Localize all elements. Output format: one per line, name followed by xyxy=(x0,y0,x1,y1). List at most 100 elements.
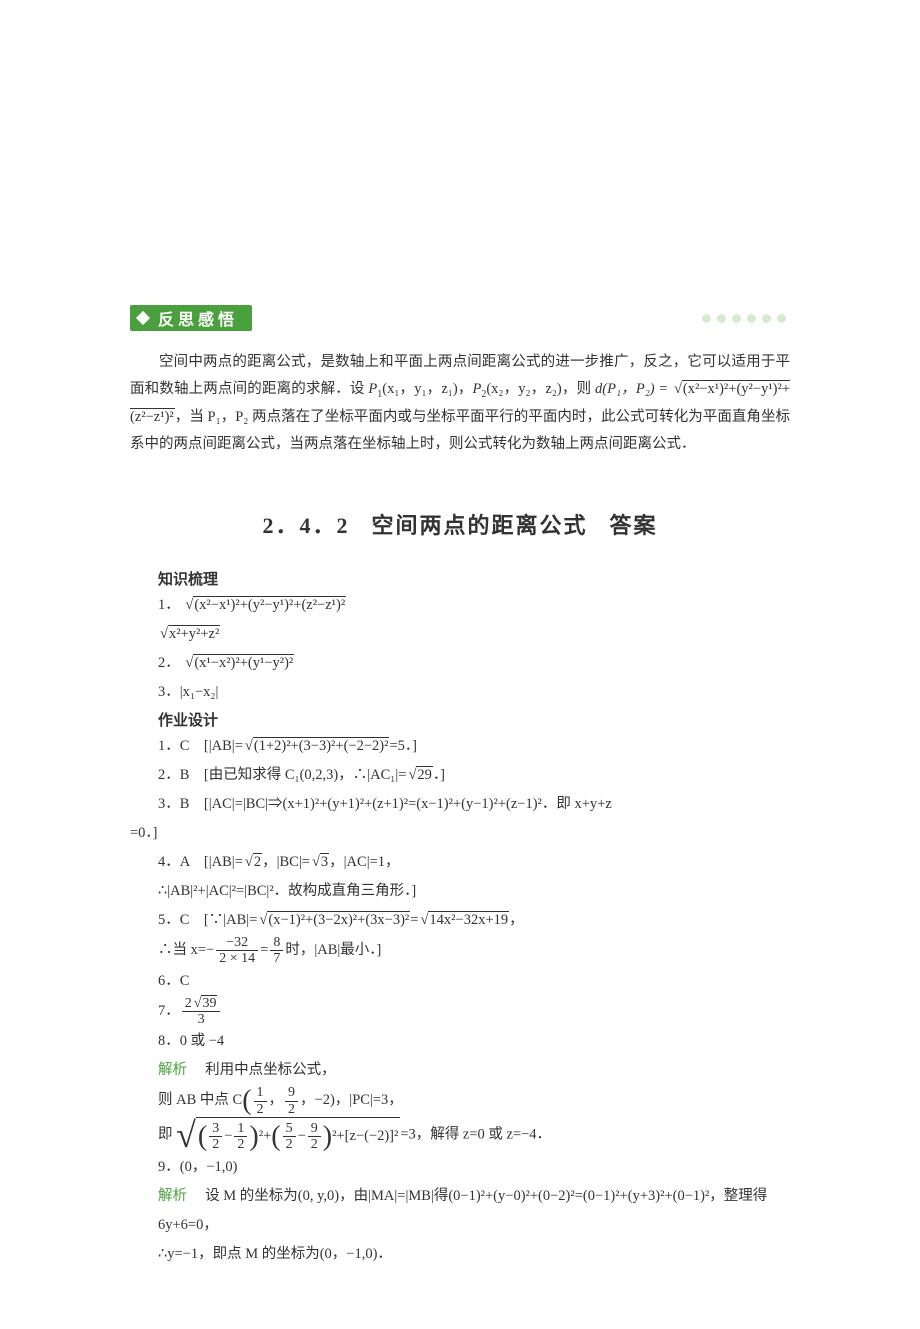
answers-title-block: 2．4．2 空间两点的距离公式 答案 xyxy=(130,508,790,540)
title-text: 空间两点的距离公式 xyxy=(371,513,587,538)
ans-4-l2: ∴|AB|²+|AC|²=|BC|²．故构成直角三角形．] xyxy=(158,877,790,906)
text-run: 3．B [|AC|=|BC|⇒(x+1)²+(y+1)²+(z+1)²=(x−1… xyxy=(158,796,612,812)
text-run: (x₁，y₁，z₁)， xyxy=(382,381,472,397)
frac-den: 2 xyxy=(285,1102,298,1117)
sqrt-expr: 29 xyxy=(406,767,432,783)
sqrt-body: 29 xyxy=(416,766,433,783)
dot-icon xyxy=(717,314,726,323)
sqrt-body: (x²−x¹)²+(y²−y¹)²+(z²−z¹)² xyxy=(193,596,346,613)
lparen: ( xyxy=(198,1123,207,1151)
ans-5-l1: 5．C [∵|AB|=(x−1)²+(3−2x)²+(3x−3)²=14x²−3… xyxy=(158,906,790,935)
text-run: ∴当 x=− xyxy=(158,942,214,958)
text-run: ， xyxy=(509,912,524,928)
radicand: (32−12)²+(52−92)²+[z−(−2)]² xyxy=(196,1117,400,1153)
text-run: 即 xyxy=(158,1127,173,1143)
sqrt-body: 39 xyxy=(201,995,217,1011)
dot-icon xyxy=(762,314,771,323)
frac-num: 9 xyxy=(308,1121,321,1137)
lparen: ( xyxy=(242,1085,251,1116)
sqrt-expr: (x−1)²+(3−2x)²+(3x−3)² xyxy=(257,912,410,928)
ans-3-l2: =0．] xyxy=(130,819,790,848)
frac-num: −32 xyxy=(216,935,258,951)
sqrt-body: 3 xyxy=(320,853,329,870)
banner-dots xyxy=(266,314,790,322)
fraction: −322 × 14 xyxy=(214,935,260,967)
rparen: ) xyxy=(249,1123,258,1151)
ans-6: 6．C xyxy=(158,967,790,996)
frac-den: 2 × 14 xyxy=(216,951,258,966)
sqrt-body: x²+y²+z² xyxy=(168,625,220,642)
frac-num: 9 xyxy=(285,1085,298,1101)
frac-den: 7 xyxy=(270,951,283,966)
text-run: ．] xyxy=(433,767,445,783)
ans-5-l2: ∴当 x=−−322 × 14=87时，|AB|最小．] xyxy=(158,935,790,967)
sqrt-body: (x¹−x²)²+(y¹−y²)² xyxy=(193,654,294,671)
fraction: 32 xyxy=(207,1121,224,1153)
dot-icon xyxy=(747,314,756,323)
sqrt-body: (x−1)²+(3−2x)²+(3x−3)² xyxy=(267,911,410,928)
rparen: ) xyxy=(323,1123,332,1151)
frac-num: 1 xyxy=(234,1121,247,1137)
text-run: 1．C [|AB|= xyxy=(158,738,243,754)
ans-1: 1．C [|AB|= (1+2)²+(3−3)²+(−2−2)²=5．] xyxy=(158,732,790,761)
text-run: ，−2)，|PC|=3， xyxy=(300,1093,403,1109)
lparen: ( xyxy=(271,1123,280,1151)
sqrt-expr: x²+y²+z² xyxy=(158,626,220,642)
text-run: d(P₁，P₂) = xyxy=(595,381,668,397)
sqrt-expr: 2 xyxy=(243,854,262,870)
page: 反思感悟 空间中两点的距离公式，是数轴上和平面上两点间距离公式的进一步推广，反之… xyxy=(0,0,920,1329)
text-run: =0．] xyxy=(130,825,158,841)
fraction: 92 xyxy=(283,1085,300,1117)
radical-icon: √ xyxy=(176,1117,196,1153)
ans-9-expl-2: ∴y=−1，即点 M 的坐标为(0，−1,0)． xyxy=(158,1240,790,1269)
frac-num: 3 xyxy=(209,1121,222,1137)
frac-den: 2 xyxy=(209,1137,222,1152)
text-run: 则 AB 中点 C xyxy=(158,1093,242,1109)
text-run: P xyxy=(472,381,481,397)
text-run: ∴y=−1，即点 M 的坐标为(0，−1,0)． xyxy=(158,1246,392,1262)
sqrt-expr: 39 xyxy=(192,996,218,1011)
zhishi-1: 1． (x²−x¹)²+(y²−y¹)²+(z²−z¹)² xyxy=(158,591,790,620)
ans-3-l1: 3．B [|AC|=|BC|⇒(x+1)²+(y+1)²+(z+1)²=(x−1… xyxy=(158,790,790,819)
text-run: =5．] xyxy=(389,738,417,754)
sqrt-expr: (x²−x¹)²+(y²−y¹)²+(z²−z¹)² xyxy=(183,597,346,613)
frac-num: 5 xyxy=(283,1121,296,1137)
frac-num: 8 xyxy=(270,935,283,951)
frac-den: 2 xyxy=(283,1137,296,1152)
dot-icon xyxy=(777,314,786,323)
text-run: ∴|AB|²+|AC|²=|BC|²．故构成直角三角形．] xyxy=(158,883,416,899)
text-run: 5．C [∵|AB|= xyxy=(158,912,257,928)
title-number: 2．4．2 xyxy=(262,513,349,538)
dot-icon xyxy=(732,314,741,323)
text-run: ，|AC|=1， xyxy=(329,854,399,870)
text-run: 4．A [|AB|= xyxy=(158,854,243,870)
reflection-banner: 反思感悟 xyxy=(130,305,790,331)
text-run: |x₁−x₂| xyxy=(180,684,219,700)
text-run: =3，解得 z=0 或 z=−4． xyxy=(400,1127,551,1143)
label: 1． xyxy=(158,597,180,613)
ans-8-expl-2: 则 AB 中点 C(12，92，−2)，|PC|=3， xyxy=(158,1085,790,1117)
sqrt-expr: 14x²−32x+19 xyxy=(418,912,509,928)
banner-label-box: 反思感悟 xyxy=(130,305,252,331)
text-run: 2 xyxy=(185,996,192,1011)
ans-8-expl-1: 解析 利用中点坐标公式， xyxy=(158,1056,790,1085)
label: 3． xyxy=(158,684,180,700)
text-run: 时，|AB|最小．] xyxy=(285,942,381,958)
frac-den: 2 xyxy=(234,1137,247,1152)
diamond-icon xyxy=(136,311,150,325)
frac-den: 2 xyxy=(308,1137,321,1152)
sqrt-body: (1+2)²+(3−3)²+(−2−2)² xyxy=(253,737,390,754)
dot-icon xyxy=(702,314,711,323)
text-run: 设 M 的坐标为(0, y,0)，由|MA|=|MB|得(0−1)²+(y−0)… xyxy=(158,1188,767,1233)
frac-den: 3 xyxy=(182,1012,221,1027)
sqrt-expr: 3 xyxy=(310,854,329,870)
text-run: P xyxy=(368,381,377,397)
subhead-zhishi: 知识梳理 xyxy=(158,568,790,589)
reflection-text: 空间中两点的距离公式，是数轴上和平面上两点间距离公式的进一步推广，反之，它可以适… xyxy=(130,349,790,458)
text-run: (x₂，y₂，z₂)，则 xyxy=(486,381,595,397)
fraction: 2 393 xyxy=(180,996,223,1028)
fraction: 12 xyxy=(232,1121,249,1153)
banner-label: 反思感悟 xyxy=(158,306,238,330)
text-run: ²+[z−(−2)]² xyxy=(332,1122,398,1151)
frac-num: 2 39 xyxy=(182,996,221,1012)
